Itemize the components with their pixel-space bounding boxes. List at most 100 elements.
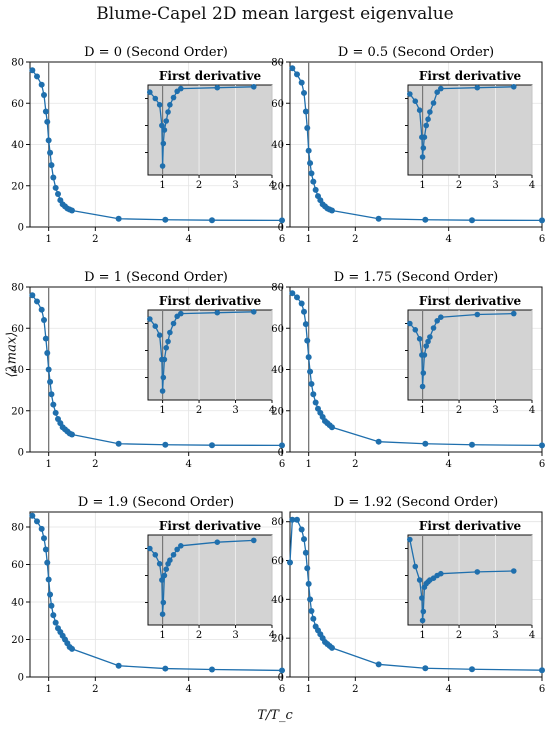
data-point bbox=[34, 298, 40, 305]
y-tick-label: 80 bbox=[11, 523, 24, 534]
y-tick-label: 60 bbox=[11, 99, 24, 110]
data-point bbox=[48, 602, 55, 609]
data-point bbox=[115, 215, 122, 222]
inset-data-point bbox=[170, 320, 177, 327]
inset-data-point bbox=[427, 109, 433, 115]
data-point bbox=[307, 596, 314, 603]
inset-data-point bbox=[170, 552, 177, 558]
chart-panel-4: D = 1.75 (Second Order)1 2 4 6020406080Firs… bbox=[271, 270, 545, 470]
panel-title: D = 1 (Second Order) bbox=[84, 270, 228, 285]
plot-frame bbox=[29, 511, 283, 678]
data-point bbox=[302, 549, 309, 556]
data-point bbox=[44, 118, 51, 125]
data-point bbox=[469, 441, 475, 448]
data-point bbox=[52, 184, 59, 191]
x-axis-label: T/T_c bbox=[257, 708, 293, 723]
inset-data-point bbox=[163, 566, 170, 572]
data-point bbox=[279, 442, 285, 449]
inset-data-point bbox=[420, 370, 427, 376]
data-point bbox=[329, 644, 335, 651]
data-point bbox=[304, 565, 311, 572]
data-point bbox=[294, 71, 300, 78]
data-point bbox=[308, 608, 315, 614]
inset-data-point bbox=[159, 577, 165, 583]
inset-chart: First derivative 1 2 3 4 bbox=[405, 69, 535, 191]
data-point bbox=[50, 401, 57, 408]
y-tick-label: 20 bbox=[11, 406, 24, 417]
inset-data-point bbox=[161, 356, 168, 363]
y-tick-label: 0 bbox=[278, 448, 284, 459]
data-point bbox=[294, 516, 300, 523]
inset-data-point bbox=[416, 107, 423, 113]
data-point bbox=[469, 217, 475, 224]
data-point bbox=[301, 536, 307, 543]
panel-title: D = 1.75 (Second Order) bbox=[334, 270, 498, 285]
x-tick-label: 6 bbox=[279, 234, 285, 245]
data-point bbox=[162, 665, 169, 672]
panel-title: D = 1.9 (Second Order) bbox=[78, 495, 234, 510]
inset-data-point bbox=[214, 84, 221, 91]
data-point bbox=[44, 559, 51, 566]
inset-data-point bbox=[430, 100, 437, 106]
data-point bbox=[329, 424, 335, 431]
data-point bbox=[34, 73, 40, 80]
data-point bbox=[307, 368, 314, 375]
data-point bbox=[287, 559, 293, 566]
y-tick-label: 0 bbox=[18, 223, 24, 234]
inset-x-tick-label: 3 bbox=[232, 180, 238, 191]
inset-data-point bbox=[156, 102, 163, 108]
data-point bbox=[69, 207, 75, 214]
y-tick-label: 20 bbox=[271, 406, 284, 417]
data-point bbox=[279, 217, 285, 224]
data-point bbox=[539, 217, 545, 224]
inset-data-point bbox=[160, 374, 167, 381]
y-tick-label: 20 bbox=[11, 181, 24, 192]
y-tick-label: 80 bbox=[11, 283, 24, 294]
data-point bbox=[301, 308, 307, 315]
y-tick-label: 60 bbox=[11, 560, 24, 571]
data-point bbox=[298, 526, 305, 533]
data-point bbox=[305, 147, 312, 154]
y-tick-label: 40 bbox=[271, 140, 284, 151]
y-tick-label: 40 bbox=[271, 595, 284, 606]
x-tick-label: 6 bbox=[539, 234, 545, 245]
data-point bbox=[539, 667, 545, 674]
inset-data-point bbox=[419, 383, 426, 390]
data-point bbox=[294, 294, 300, 301]
panel-title: D = 0.5 (Second Order) bbox=[338, 45, 494, 60]
inset-chart: First derivative 1 2 3 4 bbox=[145, 294, 275, 416]
x-tick-label: 6 bbox=[279, 684, 285, 695]
inset-data-point bbox=[438, 314, 444, 321]
inset-x-tick-label: 3 bbox=[492, 630, 498, 641]
data-point bbox=[308, 170, 315, 177]
x-tick-label: 4 bbox=[185, 459, 191, 470]
data-point bbox=[289, 290, 296, 297]
data-point bbox=[38, 81, 45, 88]
inset-data-point bbox=[160, 140, 167, 147]
inset-data-point bbox=[438, 85, 444, 92]
inset-data-point bbox=[412, 327, 419, 333]
data-point bbox=[302, 108, 309, 115]
inset-data-point bbox=[159, 122, 165, 129]
inset-data-point bbox=[170, 94, 177, 101]
inset-data-point bbox=[152, 95, 159, 102]
data-point bbox=[50, 174, 57, 181]
inset-data-point bbox=[407, 320, 413, 327]
inset-x-tick-label: 1 bbox=[159, 180, 165, 191]
inset-data-point bbox=[250, 537, 257, 544]
data-point bbox=[38, 306, 45, 313]
inset-frame bbox=[407, 84, 533, 176]
data-point bbox=[42, 546, 49, 553]
inset-data-point bbox=[152, 552, 159, 558]
series-line bbox=[291, 67, 543, 222]
data-point bbox=[38, 525, 45, 532]
inset-data-point bbox=[156, 561, 163, 567]
panel-title: D = 1.92 (Second Order) bbox=[334, 495, 498, 510]
figure-title: Blume-Capel 2D mean largest eigenvalue bbox=[96, 4, 454, 24]
data-point bbox=[539, 442, 545, 449]
data-point bbox=[329, 207, 335, 214]
inset-data-point bbox=[167, 557, 173, 563]
inset-data-point bbox=[474, 569, 481, 575]
